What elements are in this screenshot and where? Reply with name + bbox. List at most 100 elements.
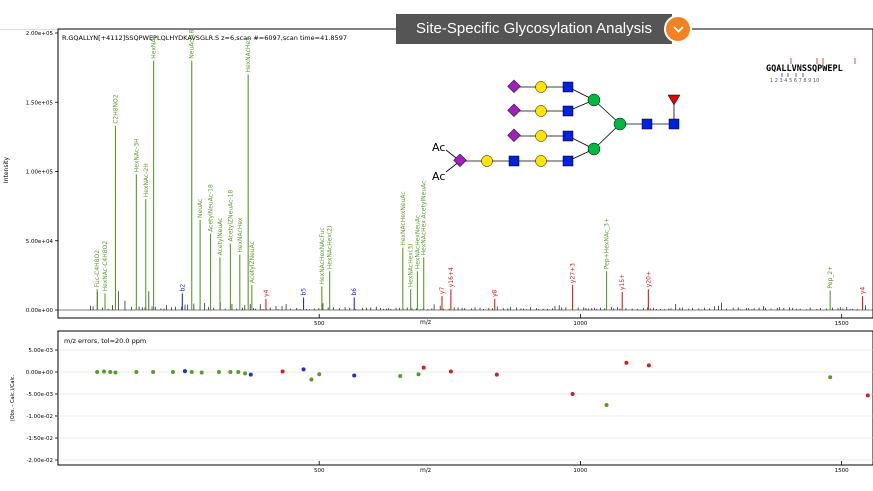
error-frame	[57, 330, 873, 466]
peak-label: NeuAc-18	[189, 29, 196, 58]
error-ytick-label: 5.00e-03	[28, 348, 53, 354]
error-point	[494, 372, 499, 377]
peak-label: y4	[860, 287, 867, 295]
error-point	[170, 370, 175, 374]
peak-label: HexNAc	[151, 35, 158, 58]
error-xtick-label: 1000	[573, 468, 587, 474]
spectrum-frame	[57, 28, 873, 319]
glcnac-core-2	[668, 118, 680, 130]
peak-label: HexNAcHex	[237, 217, 244, 253]
error-point	[604, 403, 609, 407]
peak-label: HexNAc-2H	[143, 163, 150, 197]
peak-label: b5	[301, 288, 308, 296]
peak-label: b6	[351, 288, 358, 296]
spectrum-ytick-label: 1.50e+05	[26, 100, 54, 106]
peak-label: y15+	[619, 274, 626, 290]
peak-label: y4	[263, 289, 270, 297]
spectrum-xlabel: m/z	[420, 319, 431, 326]
peak-label: HexNAcHexNAcFuc	[319, 227, 326, 284]
gal-circle-3	[535, 130, 547, 142]
gal-circle-2	[535, 105, 547, 117]
error-xtick-label: 500	[314, 468, 325, 474]
peak-label: AcetylNeuAc-18	[208, 184, 215, 232]
mannoses	[587, 93, 627, 156]
peak-label: y16+4	[448, 267, 455, 287]
error-point	[317, 372, 322, 377]
galactoses	[481, 81, 547, 167]
error-point	[216, 370, 221, 374]
error-ytick-label: -1.00e-02	[26, 414, 53, 420]
page-title-banner: Site-Specific Glycosylation Analysis	[396, 14, 672, 44]
peak-label: HexNAcHex AcetylNeuAc	[421, 181, 428, 256]
error-panel: m/z errors, tol=20.0 ppm (Obs. - Calc.)/…	[10, 330, 873, 474]
neuac-diamond-3	[507, 128, 521, 143]
sequence-numbers: 1 2 3 4 5 6 7 8 9 10	[770, 78, 819, 84]
error-point	[570, 392, 575, 396]
neuac-diamond-4	[453, 153, 467, 168]
error-point	[182, 369, 187, 374]
peak-label: HexNAcHex(3)	[408, 244, 415, 288]
glycan-structure: Ac Ac	[432, 79, 681, 183]
peak-label: y20+	[645, 271, 652, 287]
error-point	[828, 375, 833, 380]
man-circle-2	[587, 142, 601, 156]
peak-label: Fuc-C4H8O2	[94, 250, 101, 287]
peak-label: AcetylZNeuAc-18	[227, 190, 234, 242]
y-fragment-marks	[790, 58, 856, 64]
glcnacs	[508, 81, 680, 167]
neuac-diamond-2	[507, 103, 521, 118]
peak-label: HexNAcHex	[245, 37, 252, 73]
spectrum-header: R.GQALLYN[+4112]SSQPWEPLQLHYDKAVSGLR.S z…	[62, 34, 347, 42]
error-point	[646, 363, 651, 368]
glcnac-square-4	[508, 155, 520, 167]
error-point	[189, 370, 194, 374]
sialic-acids	[453, 79, 521, 168]
peak-label: NeuAc	[197, 199, 204, 218]
spectrum-ylabel: Intensity	[3, 156, 10, 183]
error-point	[421, 365, 426, 370]
error-xlabel: m/z	[420, 467, 431, 474]
glcnac-square-1	[562, 81, 574, 93]
neuac-diamond-1	[507, 79, 521, 94]
error-xtick-label: 1500	[835, 468, 849, 474]
error-point	[108, 370, 113, 374]
expand-button[interactable]	[664, 15, 692, 43]
b-fragment-marks	[781, 73, 804, 77]
spectrum-ytick-label: 5.00e+04	[26, 239, 54, 245]
error-point	[151, 370, 156, 374]
peak-label: y8	[492, 289, 499, 297]
fucose-triangle	[667, 94, 681, 106]
error-point	[101, 369, 106, 374]
glcnac-square-5	[562, 155, 574, 167]
gal-circle-5	[535, 155, 547, 167]
error-header: m/z errors, tol=20.0 ppm	[64, 337, 146, 345]
peak-label: HexNAcHexNeuAc	[414, 215, 421, 269]
spectrum-xtick-label: 1500	[835, 321, 849, 327]
error-point	[865, 393, 870, 398]
error-ytick-label: -1.50e-02	[26, 436, 53, 442]
peak-label: Pep_2+	[827, 266, 834, 289]
glcnac-square-2	[562, 105, 574, 117]
error-point	[243, 371, 248, 376]
gal-circle-1	[535, 81, 547, 93]
spectrum-xtick-label: 1000	[573, 321, 587, 327]
error-point	[228, 370, 233, 374]
peak-label: HexNAc-3H	[133, 138, 140, 172]
error-point	[280, 369, 285, 374]
error-point	[134, 370, 139, 374]
gal-circle-4	[481, 155, 493, 167]
peak-label: HexNAc-C4H8O2	[102, 241, 109, 292]
error-point	[448, 369, 453, 374]
peak-label: y27+3	[570, 263, 577, 283]
peak-label: Pep+HexNAc_3+	[604, 218, 611, 269]
peak-label: AcetylNeuAc	[217, 218, 224, 256]
spectrum-ytick-label: 1.00e+05	[26, 170, 54, 176]
spectrum-panel: R.GQALLYN[+4112]SSQPWEPLQLHYDKAVSGLR.S z…	[3, 28, 873, 327]
spectrum-xtick-label: 500	[314, 321, 325, 327]
error-point	[309, 377, 314, 382]
error-point	[236, 370, 241, 374]
error-point	[113, 370, 118, 375]
page-title: Site-Specific Glycosylation Analysis	[416, 20, 652, 37]
spectrum-ytick-label: 2.00e+05	[26, 31, 54, 37]
